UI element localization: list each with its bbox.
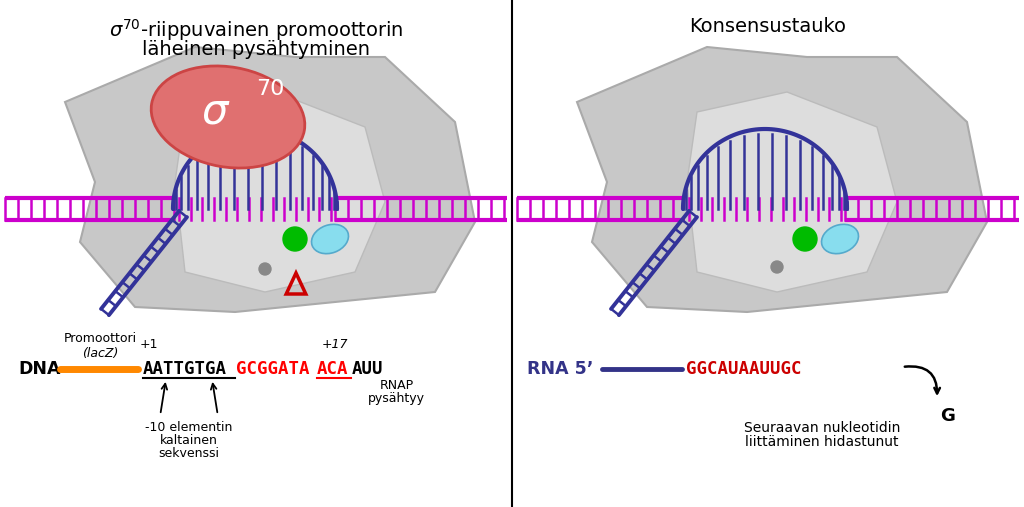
Ellipse shape	[152, 66, 305, 168]
Text: läheinen pysähtyminen: läheinen pysähtyminen	[142, 40, 370, 59]
Text: -10 elementin: -10 elementin	[145, 421, 232, 434]
Polygon shape	[577, 47, 987, 312]
Circle shape	[283, 227, 307, 251]
Ellipse shape	[821, 224, 858, 254]
Text: $\sigma$: $\sigma$	[202, 91, 230, 133]
Circle shape	[259, 263, 271, 275]
Text: pysähtyy: pysähtyy	[368, 392, 425, 405]
Text: Konsensustauko: Konsensustauko	[689, 17, 847, 36]
Text: ACA: ACA	[316, 360, 348, 378]
Text: G: G	[940, 407, 954, 425]
Text: sekvenssi: sekvenssi	[159, 447, 219, 460]
Text: RNA 5’: RNA 5’	[527, 360, 593, 378]
Text: kaltainen: kaltainen	[160, 434, 218, 447]
Text: AUU: AUU	[352, 360, 384, 378]
Text: +17: +17	[322, 338, 348, 351]
Text: AATTGTGA: AATTGTGA	[143, 360, 227, 378]
Polygon shape	[65, 47, 475, 312]
Ellipse shape	[311, 224, 348, 254]
Text: liittäminen hidastunut: liittäminen hidastunut	[745, 435, 899, 449]
Polygon shape	[175, 92, 385, 292]
Text: 70: 70	[256, 79, 285, 99]
Text: Promoottori: Promoottori	[63, 332, 136, 345]
Text: GGCAUAAUUGC: GGCAUAAUUGC	[686, 360, 802, 378]
Text: GCGGATA: GCGGATA	[236, 360, 309, 378]
Text: +1: +1	[140, 338, 159, 351]
Text: RNAP: RNAP	[380, 379, 414, 392]
Text: Seuraavan nukleotidin: Seuraavan nukleotidin	[743, 421, 900, 435]
Text: DNA: DNA	[18, 360, 60, 378]
Text: (lacZ): (lacZ)	[82, 347, 118, 360]
Circle shape	[771, 261, 783, 273]
Text: $\sigma^{70}$-riippuvainen promoottorin: $\sigma^{70}$-riippuvainen promoottorin	[109, 17, 403, 43]
Polygon shape	[687, 92, 897, 292]
Circle shape	[793, 227, 817, 251]
